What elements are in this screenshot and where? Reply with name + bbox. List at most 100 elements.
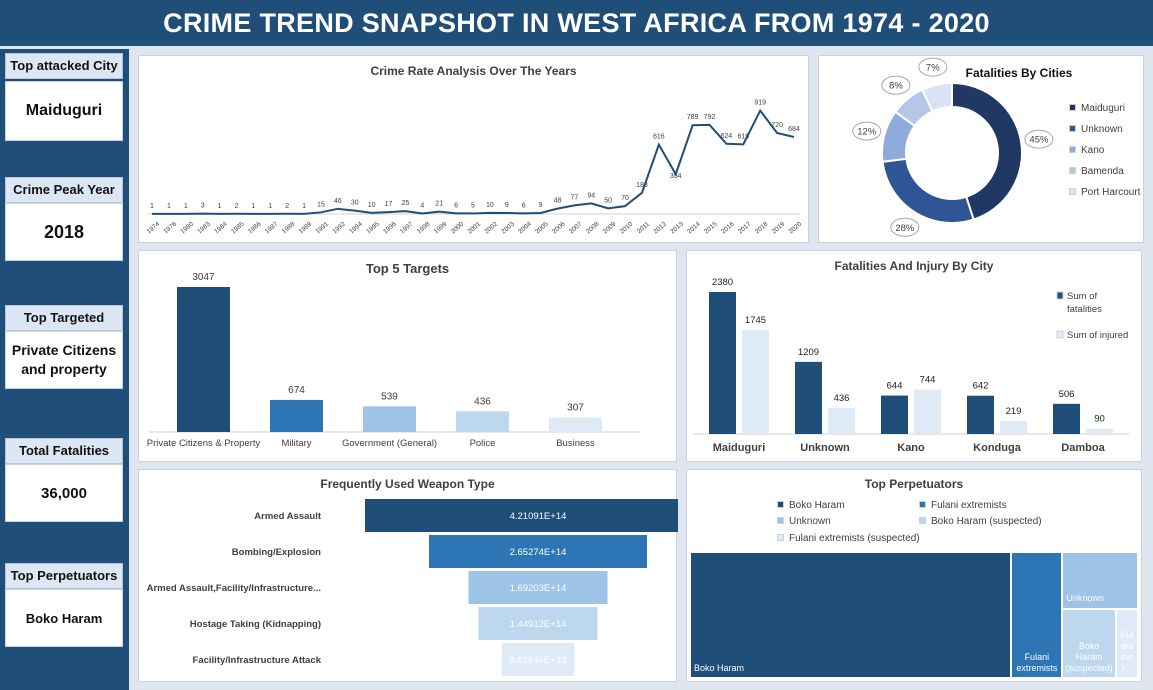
donut-slice-unknown [881,157,975,224]
weapon-type-data-label: 8.82645E+13 [510,655,567,666]
weapon-type-category-label: Bombing/Explosion [232,547,321,558]
crime-rate-tick-label: 2009 [602,221,618,236]
crime-rate-tick-label: 1996 [382,221,398,236]
crime-rate-tick-label: 2014 [686,221,702,236]
treemap-tile: Boko Haram (suspected) [1063,610,1115,677]
crime-rate-data-label: 9 [539,202,543,209]
crime-rate-data-label: 1 [218,203,222,210]
fatalities-injury-bar [709,292,736,434]
crime-rate-tick-label: 2020 [788,221,804,236]
top-targets-chart: 3047 Private Citizens & Property 674 Milita… [147,272,641,449]
crime-rate-tick-label: 1974 [146,221,162,236]
fatalities-injury-tick-label: Maiduguri [713,442,766,454]
crime-rate-data-label: 1 [251,203,255,210]
crime-rate-data-label: 188 [636,182,648,189]
donut-callout [852,121,882,141]
fatalities-injury-legend-label: Sum of injured [1067,330,1128,341]
weapon-type-bar [478,607,598,640]
donut-legend-label: Bamenda [1081,166,1124,177]
fatalities-injury-legend-label: Sum of [1067,291,1097,302]
top-perpetuators-legend-label: Fulani extremists (suspected) [789,533,920,544]
treemap-tile-label: Fulani extremists [1016,652,1058,673]
fatalities-injury-bar [1053,403,1080,434]
fatalities-injury-bar [967,395,994,434]
fatalities-injury-data-label: 1209 [798,347,819,358]
fatalities-injury-data-label: 1745 [745,315,766,326]
donut-legend-item: Bamenda [1069,166,1124,177]
top-targets-bar [549,417,602,432]
crime-rate-tick-label: 2011 [636,221,652,236]
crime-rate-data-label: 1 [150,203,154,210]
weapon-type-data-label: 4.21091E+14 [510,511,567,522]
donut-data-label: 28% [895,223,915,234]
crime-rate-tick-label: 1987 [264,221,280,236]
weapon-type-bar [365,499,678,532]
crime-rate-data-label: 5 [471,202,475,209]
top-targets-tick-label: Police [470,438,496,449]
crime-rate-tick-label: 1976 [162,221,178,236]
crime-rate-data-label: 1 [184,203,188,210]
donut-callout [1024,129,1054,149]
top-targets-panel: Top 5 Targets 3047 Private Citizens & Pro… [138,250,677,462]
donut-data-label: 12% [857,127,877,138]
crime-rate-data-label: 50 [604,197,612,204]
crime-rate-tick-label: 2007 [568,221,584,236]
crime-rate-data-label: 720 [771,122,783,129]
weapon-type-category-label: Hostage Taking (Kidnapping) [190,619,321,630]
fatalities-injury-tick-label: Unknown [800,442,850,454]
top-targets-tick-label: Government (General) [342,438,437,449]
kpi-value-top-targeted: Private Citizens and property [5,331,123,389]
top-targets-data-label: 539 [381,391,398,402]
weapon-type-chart: 4.21091E+14 Armed Assault 2.65274E+14 Bombi… [147,499,678,676]
crime-rate-data-label: 619 [737,133,749,140]
donut-legend-item: Unknown [1069,124,1123,135]
weapon-type-bar [429,535,647,568]
crime-rate-data-label: 789 [687,114,699,121]
fatalities-injury-data-label: 436 [834,393,850,404]
crime-rate-data-label: 17 [385,201,393,208]
crime-rate-data-label: 70 [621,195,629,202]
crime-rate-data-label: 1 [302,203,306,210]
fatalities-injury-data-label: 642 [973,381,989,392]
kpi-label-top-city: Top attacked City [5,53,123,79]
donut-data-label: 45% [1029,135,1049,146]
crime-rate-data-label: 10 [486,202,494,209]
crime-rate-tick-label: 2001 [467,221,483,236]
fatalities-injury-bar [1000,420,1027,434]
top-targets-data-label: 674 [288,385,305,396]
crime-rate-data-label: 6 [454,202,458,209]
fatalities-injury-bar [742,329,769,434]
crime-rate-data-label: 616 [653,134,665,141]
kpi-value-top-perpetuators: Boko Haram [5,589,123,647]
treemap-tile-label: Ful ani ext r... [1120,630,1134,673]
crime-rate-tick-label: 1998 [416,221,432,236]
fatalities-injury-tick-label: Damboa [1061,442,1105,454]
kpi-label-peak-year: Crime Peak Year [5,177,123,203]
crime-rate-tick-label: 2018 [754,221,770,236]
top-perpetuators-panel: Top Perpetuators Boko Haram Fulani extrem… [686,469,1142,682]
fatalities-injury-bar [795,361,822,434]
fatalities-injury-bar [828,407,855,434]
fatalities-injury-data-label: 744 [920,375,936,386]
top-targets-tick-label: Business [556,438,595,449]
crime-rate-tick-label: 1984 [213,221,229,236]
donut-callout [890,217,920,237]
crime-rate-data-label: 1 [167,203,171,210]
fatalities-injury-title: Fatalities And Injury By City [834,259,994,273]
weapon-type-data-label: 2.65274E+14 [510,547,567,558]
top-targets-data-label: 307 [567,402,584,413]
crime-rate-data-label: 2 [285,203,289,210]
fatalities-injury-bar [914,389,941,434]
crime-rate-data-label: 15 [317,201,325,208]
top-perpetuators-treemap: Boko Haram Fulani extremists Unknown Boko H… [691,553,1139,679]
crime-rate-tick-label: 1983 [196,221,212,236]
crime-rate-tick-label: 2004 [517,221,533,236]
top-targets-bar [456,411,509,432]
top-perpetuators-title: Top Perpetuators [864,477,964,491]
top-perpetuators-legend-label: Fulani extremists [931,500,1007,511]
fatalities-injury-panel: Fatalities And Injury By City 2380 1745 Ma… [686,250,1142,462]
donut-legend-label: Unknown [1081,124,1123,135]
treemap-tile: Boko Haram [691,553,1011,677]
treemap-tile-label: Unknown [1066,593,1104,603]
top-targets-bar [363,406,416,432]
